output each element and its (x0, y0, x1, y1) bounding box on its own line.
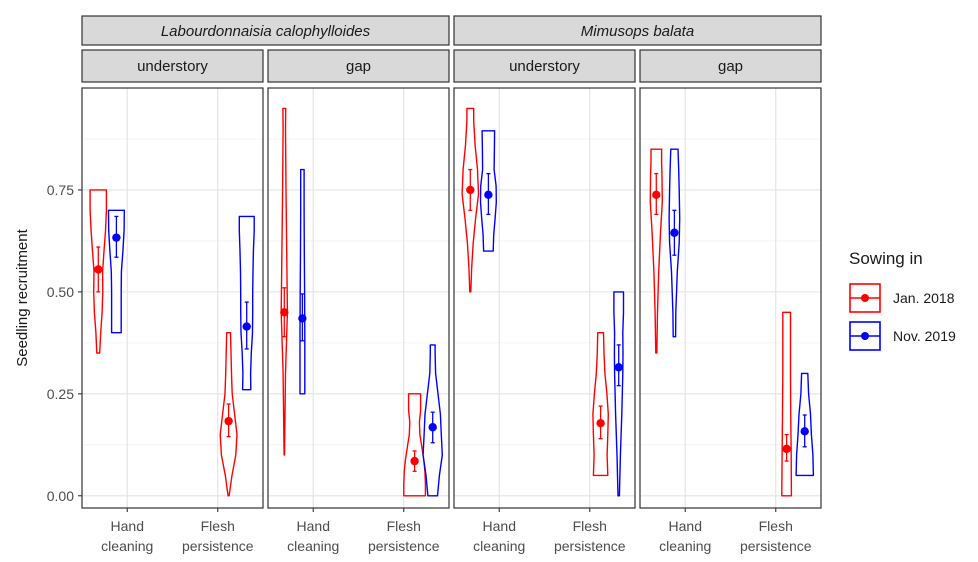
mean-point (112, 233, 121, 242)
panel-border (453, 87, 636, 509)
mean-point (484, 190, 493, 200)
legend-key-point (861, 294, 869, 302)
x-tick-label: cleaning (287, 538, 339, 554)
mean-point (800, 427, 809, 436)
mean-point (280, 308, 289, 317)
x-tick-label: persistence (182, 538, 254, 554)
x-tick-label: cleaning (659, 538, 711, 554)
panel-understory: Hand cleaning Flesh persistence (453, 87, 636, 554)
species-strip (453, 15, 822, 46)
violin-shape (592, 332, 609, 477)
mean-point (224, 416, 233, 426)
species-strip (81, 15, 450, 46)
x-tick-label: Flesh (387, 518, 421, 534)
x-tick-label: cleaning (473, 538, 525, 554)
panel-understory: Hand cleaning Flesh persistence (81, 87, 264, 554)
panel-border (267, 87, 450, 509)
habitat-strip (639, 49, 822, 83)
legend-key-point (861, 332, 869, 340)
habitat-strip (267, 49, 450, 83)
species-label: Labourdonnaisia calophylloides (161, 23, 371, 40)
mean-point (410, 456, 419, 466)
legend-entry: Jan. 2018 (849, 283, 955, 313)
habitat-strip (81, 49, 264, 83)
violin-shape (299, 168, 306, 395)
mean-point (242, 322, 251, 331)
mean-point (428, 423, 437, 432)
legend-label: Nov. 2019 (893, 328, 956, 344)
x-tick-label: Flesh (573, 518, 607, 534)
x-tick-label: persistence (554, 538, 626, 554)
habitat-label: understory (137, 58, 208, 75)
legend-label: Jan. 2018 (893, 290, 955, 306)
habitat-strip (453, 49, 636, 83)
panel-border (81, 87, 264, 509)
mean-point (466, 185, 475, 195)
habitat-label: gap (346, 58, 371, 75)
y-tick-label: 0.75 (47, 182, 74, 198)
violin-shape (781, 311, 793, 497)
mean-point (596, 418, 605, 428)
y-tick-label: 0.00 (47, 488, 74, 504)
violin-shape (649, 148, 663, 354)
x-tick-label: Hand (669, 518, 702, 534)
habitat-label: gap (718, 58, 743, 75)
x-tick-label: persistence (368, 538, 440, 554)
y-axis-title: Seedling recruitment (14, 228, 31, 366)
habitat-label: understory (509, 58, 580, 75)
mean-point (94, 265, 103, 274)
y-tick-label: 0.50 (47, 284, 74, 300)
x-tick-label: Hand (483, 518, 516, 534)
mean-point (614, 363, 623, 372)
violin-shape (613, 291, 625, 497)
species-label: Mimusops balata (581, 23, 694, 40)
panel-gap: Hand cleaning Flesh persistence (639, 87, 822, 554)
legend-title: Sowing in (849, 249, 923, 268)
violin-shape (107, 209, 125, 334)
x-tick-label: Flesh (201, 518, 235, 534)
panel-gap: Hand cleaning Flesh persistence (267, 87, 450, 554)
mean-point (298, 314, 307, 323)
x-tick-label: Hand (111, 518, 144, 534)
violin-shape (280, 107, 289, 456)
legend-entry: Nov. 2019 (849, 321, 956, 351)
x-tick-label: Flesh (759, 518, 793, 534)
x-tick-label: persistence (740, 538, 812, 554)
y-tick-label: 0.25 (47, 386, 74, 402)
x-tick-label: Hand (297, 518, 330, 534)
mean-point (782, 444, 791, 454)
mean-point (670, 228, 679, 237)
x-tick-label: cleaning (101, 538, 153, 554)
panel-border (639, 87, 822, 509)
mean-point (652, 190, 661, 200)
